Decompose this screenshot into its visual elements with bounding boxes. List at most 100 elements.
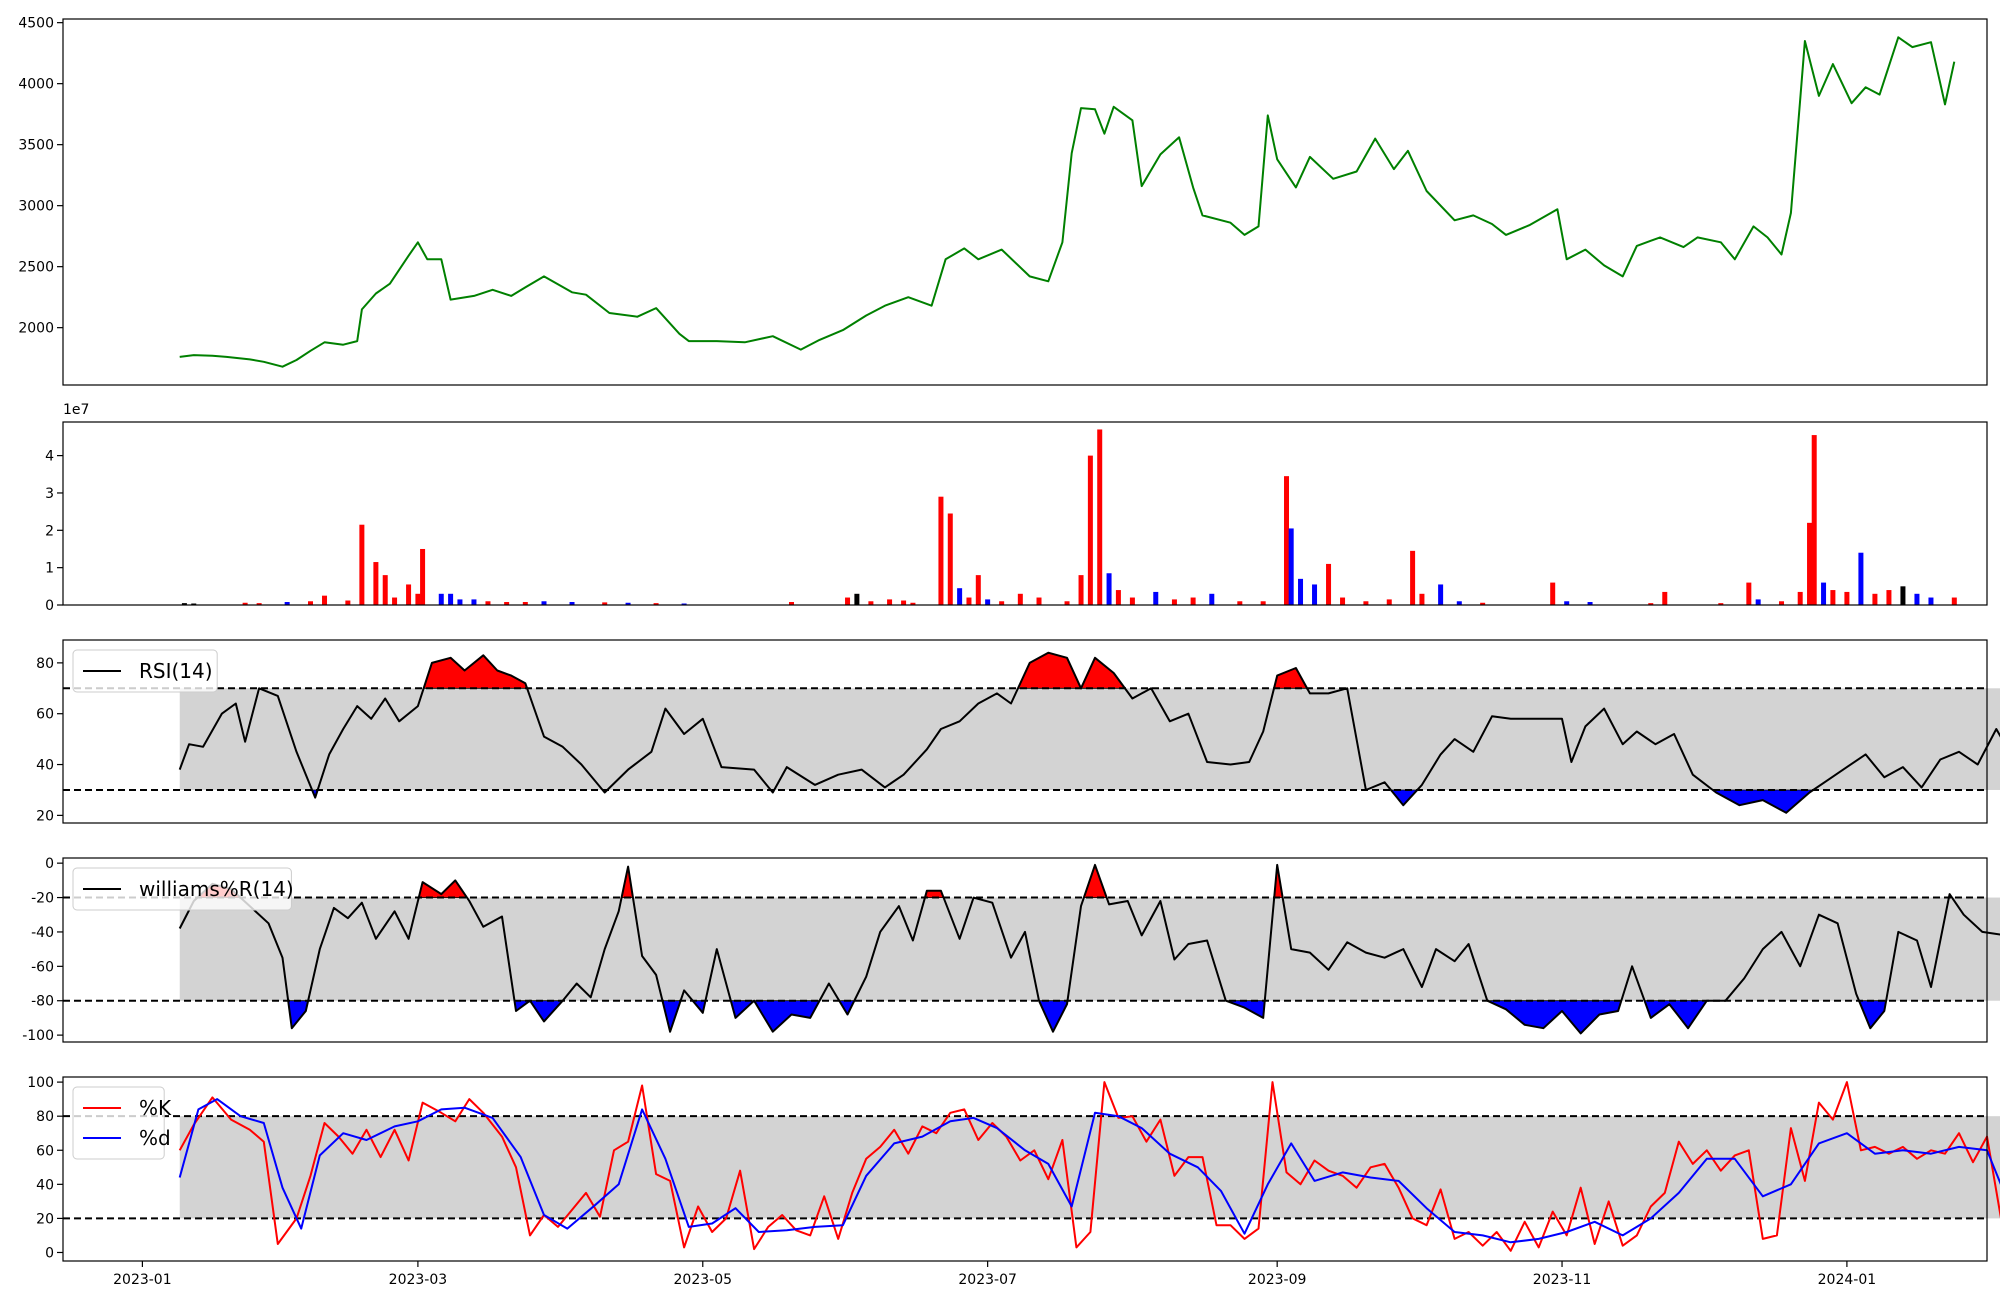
volume-bar bbox=[1480, 602, 1486, 605]
volume-ytick-label: 0 bbox=[45, 598, 54, 614]
volume-bar bbox=[504, 602, 510, 605]
volume-bar bbox=[1779, 601, 1785, 605]
volume-bar bbox=[1438, 584, 1444, 605]
price-axes-frame bbox=[62, 18, 1988, 386]
williams-legend-label: williams%R(14) bbox=[139, 877, 294, 901]
volume-bar bbox=[1260, 601, 1266, 605]
volume-bar bbox=[1288, 528, 1294, 605]
volume-bar bbox=[1078, 575, 1084, 605]
volume-bar bbox=[541, 601, 547, 605]
volume-bar bbox=[1718, 603, 1724, 605]
volume-bar bbox=[1129, 597, 1135, 605]
volume-bar bbox=[382, 575, 388, 605]
stochastic-ytick-label: 100 bbox=[27, 1075, 54, 1091]
volume-bar bbox=[1928, 597, 1934, 605]
volume-bar bbox=[845, 597, 851, 605]
volume-offset-label: 1e7 bbox=[63, 402, 89, 418]
xtick-label: 2024-01 bbox=[1818, 1272, 1877, 1288]
volume-axes-frame bbox=[62, 421, 1988, 606]
volume-bar bbox=[1386, 599, 1392, 605]
volume-bar bbox=[1363, 601, 1369, 605]
volume-bar bbox=[681, 603, 687, 605]
volume-bar bbox=[284, 602, 290, 605]
stochastic-ytick-label: 80 bbox=[36, 1109, 54, 1125]
volume-ytick-label: 3 bbox=[45, 486, 54, 502]
price-ytick-label: 3000 bbox=[18, 199, 54, 215]
volume-bar bbox=[1190, 597, 1196, 605]
volume-bar bbox=[1171, 599, 1177, 605]
volume-bar bbox=[485, 601, 491, 605]
volume-bar bbox=[1830, 590, 1836, 605]
xtick-label: 2023-01 bbox=[113, 1272, 172, 1288]
volume-bar bbox=[1550, 582, 1556, 605]
volume-bar bbox=[1419, 593, 1425, 605]
volume-panel: 0 1 2 3 4 1e7 bbox=[45, 402, 1988, 614]
xtick-label: 2023-09 bbox=[1248, 1272, 1307, 1288]
williams-ytick-label: -60 bbox=[31, 959, 54, 975]
volume-bar bbox=[345, 600, 351, 605]
volume-bar bbox=[947, 513, 953, 605]
price-ytick-label: 4500 bbox=[18, 16, 54, 32]
rsi-legend-box bbox=[72, 649, 218, 693]
volume-ytick-label: 2 bbox=[45, 523, 54, 539]
stochastic-legend-label: %d bbox=[139, 1126, 171, 1150]
volume-bar bbox=[308, 601, 314, 605]
volume-bar bbox=[625, 602, 631, 605]
volume-bar bbox=[985, 599, 991, 605]
volume-bar bbox=[966, 597, 972, 605]
volume-bar bbox=[471, 599, 477, 605]
volume-bar bbox=[1858, 552, 1864, 605]
price-panel: 2000 2500 3000 3500 4000 4500 bbox=[18, 16, 1988, 386]
volume-bar bbox=[322, 595, 328, 605]
williams-ytick-label: -80 bbox=[31, 994, 54, 1010]
volume-bar bbox=[1097, 429, 1103, 605]
stochastic-ytick-label: 20 bbox=[36, 1211, 54, 1227]
stochastic-axes-frame bbox=[62, 1076, 1988, 1262]
rsi-ytick-label: 60 bbox=[36, 707, 54, 723]
rsi-legend-label: RSI(14) bbox=[139, 659, 213, 683]
volume-bar bbox=[522, 602, 528, 605]
volume-bar bbox=[392, 597, 398, 605]
rsi-axes-frame bbox=[62, 639, 1988, 824]
stochastic-legend-box bbox=[72, 1086, 165, 1160]
volume-bar bbox=[1872, 593, 1878, 605]
rsi-overbought-fill bbox=[1017, 652, 1082, 689]
volume-bar bbox=[1746, 582, 1752, 605]
volume-bar bbox=[191, 603, 197, 605]
williams-axes-frame bbox=[62, 857, 1988, 1043]
williams-ytick-label: -100 bbox=[22, 1028, 54, 1044]
williams-oversold-fill bbox=[1038, 1000, 1068, 1033]
volume-bar bbox=[1410, 550, 1416, 605]
stochastic-ytick-label: 0 bbox=[45, 1245, 54, 1261]
price-ytick-label: 4000 bbox=[18, 77, 54, 93]
volume-bar bbox=[999, 601, 1005, 605]
volume-bar bbox=[789, 602, 795, 605]
volume-ytick-label: 4 bbox=[45, 449, 54, 465]
volume-bar bbox=[1821, 582, 1827, 605]
volume-bar bbox=[957, 588, 963, 605]
volume-bar bbox=[1036, 597, 1042, 605]
volume-bar bbox=[1153, 591, 1159, 605]
volume-bar bbox=[1326, 563, 1332, 605]
volume-bar bbox=[868, 601, 874, 605]
volume-bar bbox=[1312, 584, 1318, 605]
rsi-ytick-label: 20 bbox=[36, 808, 54, 824]
williams-ytick-label: -40 bbox=[31, 925, 54, 941]
volume-bar bbox=[975, 575, 981, 605]
volume-bar bbox=[438, 593, 444, 605]
volume-bar bbox=[1064, 601, 1070, 605]
rsi-ytick-label: 40 bbox=[36, 758, 54, 774]
volume-bar bbox=[887, 599, 893, 605]
williams-overbought-fill bbox=[418, 879, 468, 898]
volume-bar bbox=[854, 593, 860, 605]
price-ytick-label: 2500 bbox=[18, 260, 54, 276]
williams-overbought-fill bbox=[1083, 863, 1108, 898]
volume-bar bbox=[1237, 601, 1243, 605]
volume-bar bbox=[1106, 573, 1112, 605]
volume-bar bbox=[256, 603, 262, 605]
volume-bar bbox=[1340, 597, 1346, 605]
stochastic-ytick-label: 40 bbox=[36, 1177, 54, 1193]
volume-bar bbox=[406, 584, 412, 605]
xtick-label: 2023-05 bbox=[674, 1272, 733, 1288]
